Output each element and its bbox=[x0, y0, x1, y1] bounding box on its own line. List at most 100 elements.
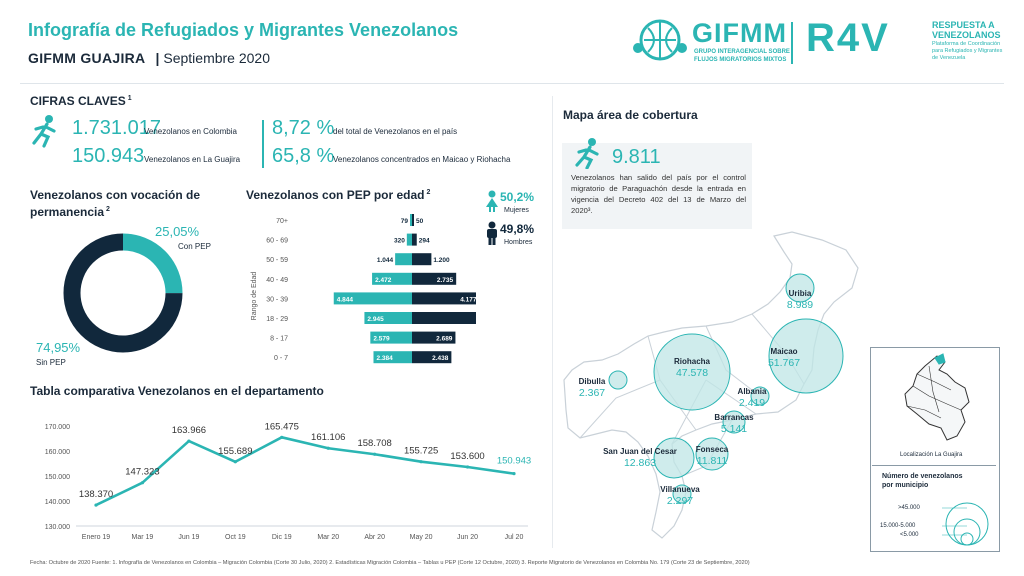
r4v-sub3: Plataforma de Coordinación bbox=[932, 41, 1001, 47]
map-municipality-value: 8.989 bbox=[787, 299, 813, 311]
line-data-label: 138.370 bbox=[79, 489, 113, 500]
map-municipality-value: 2.297 bbox=[667, 495, 693, 507]
colombia-value: 1.731.017 bbox=[72, 117, 161, 139]
pyramid-age-label: 70+ bbox=[276, 218, 288, 225]
line-xtick-label: Enero 19 bbox=[82, 534, 111, 541]
key-figures-divider bbox=[262, 120, 264, 168]
sinpep-label: Sin PEP bbox=[36, 358, 66, 367]
legend-circles bbox=[942, 502, 989, 546]
line-xtick-label: Jun 19 bbox=[178, 534, 199, 541]
map-municipality-value: 51.767 bbox=[768, 357, 800, 369]
pyramid-chart: Rango de Edad 70+ 79 50 60 - 69 320 294 50 - 5… bbox=[251, 214, 476, 364]
women-pct: 50,2% bbox=[500, 190, 535, 204]
colombia-map-icon bbox=[904, 353, 970, 441]
pyramid-bar-men bbox=[412, 351, 452, 364]
pyramid-bar-men bbox=[412, 214, 414, 226]
map-municipality-name: Fonseca bbox=[696, 445, 729, 454]
pyramid-value-men: 294 bbox=[419, 238, 430, 245]
line-point bbox=[187, 439, 191, 443]
pct-cities-value: 65,8 % bbox=[272, 145, 335, 167]
gifmm-logo-sub2: FLUJOS MIGRATORIOS MIXTOS bbox=[694, 57, 787, 63]
line-xtick-label: Mar 20 bbox=[317, 534, 339, 541]
map-municipality-name: San Juan del Cesar bbox=[603, 447, 677, 456]
line-data-label: 155.689 bbox=[218, 446, 252, 457]
pyramid-age-label: 30 - 39 bbox=[266, 296, 288, 303]
line-data-label: 153.600 bbox=[450, 451, 484, 462]
page-title: Infografía de Refugiados y Migrantes Ven… bbox=[28, 20, 459, 40]
r4v-sub4: para Refugiados y Migrantes bbox=[932, 48, 1003, 54]
guajira-label: Venezolanos en La Guajira bbox=[144, 155, 241, 164]
running-person-icon bbox=[32, 115, 56, 148]
gifmm-logo-sub1: GRUPO INTERAGENCIAL SOBRE bbox=[694, 49, 790, 55]
line-xtick-label: May 20 bbox=[410, 534, 433, 541]
line-chart: 130.000 140.000 150.000 160.000 170.000 Enero… bbox=[45, 421, 531, 541]
pct-country-value: 8,72 % bbox=[272, 117, 335, 139]
pyramid-age-label: 18 - 29 bbox=[266, 316, 288, 323]
line-point bbox=[465, 465, 470, 469]
map-bubble bbox=[750, 386, 770, 406]
pyramid-bar-men bbox=[412, 272, 457, 285]
donut-title-line1: Venezolanos con vocación de bbox=[30, 188, 201, 202]
pct-cities-label: Venezolanos concentrados en Maicao y Rio… bbox=[333, 155, 511, 164]
map-bubble bbox=[653, 437, 695, 479]
pyramid-bar-men bbox=[412, 331, 456, 344]
exit-info-box bbox=[562, 143, 752, 229]
r4v-logo: R4V bbox=[806, 16, 890, 60]
map-municipality-name: Barrancas bbox=[714, 413, 754, 422]
pyramid-age-label: 50 - 59 bbox=[266, 257, 288, 264]
line-xtick-label: Jul 20 bbox=[505, 534, 524, 541]
pyramid-bar-women bbox=[373, 351, 412, 364]
line-data-label: 163.966 bbox=[172, 425, 206, 436]
map-municipality-name: Riohacha bbox=[674, 357, 711, 366]
line-xtick-label: Mar 19 bbox=[132, 534, 154, 541]
pyramid-value-women: 320 bbox=[394, 238, 405, 245]
legend-small: <5.000 bbox=[900, 532, 919, 538]
pyramid-bar-women bbox=[364, 312, 412, 324]
line-point bbox=[94, 503, 98, 507]
pyramid-bar-women bbox=[333, 292, 412, 305]
men-label: Hombres bbox=[504, 239, 533, 246]
pyramid-title: Venezolanos con PEP por edad 2 bbox=[246, 188, 431, 202]
line-point bbox=[419, 460, 423, 464]
map-bubble bbox=[608, 370, 628, 390]
legend-title-2: por municipio bbox=[882, 482, 929, 489]
woman-icon bbox=[486, 190, 498, 212]
pyramid-value-women: 2.472 bbox=[375, 277, 392, 284]
pyramid-bar-men bbox=[412, 253, 432, 266]
legend-title-1: Número de venezolanos bbox=[882, 473, 963, 480]
pyramid-bar-men bbox=[412, 312, 476, 324]
pyramid-value-women: 2.579 bbox=[373, 336, 390, 343]
line-xtick-label: Oct 19 bbox=[225, 534, 246, 541]
running-person-icon bbox=[575, 138, 599, 169]
pyramid-bar-women bbox=[406, 233, 412, 246]
pyramid-value-men: 1.200 bbox=[433, 257, 450, 264]
map-municipality-value: 12.863 bbox=[624, 457, 656, 469]
inset-label: Localización La Guajira bbox=[900, 452, 963, 458]
map-bubble bbox=[672, 484, 692, 504]
legend-mid: 15.000-5.000 bbox=[880, 523, 916, 529]
line-point bbox=[233, 460, 237, 464]
map-municipality-value: 5.141 bbox=[721, 423, 747, 435]
line-ytick-label: 160.000 bbox=[45, 449, 70, 456]
map-title: Mapa área de cobertura bbox=[563, 108, 698, 122]
sinpep-pct: 74,95% bbox=[36, 340, 81, 355]
line-series bbox=[95, 436, 515, 507]
line-chart-title: Tabla comparativa Venezolanos en el depa… bbox=[30, 384, 324, 398]
pyramid-value-men: 50 bbox=[416, 218, 424, 225]
pyramid-value-women: 79 bbox=[401, 218, 409, 225]
line-ytick-label: 140.000 bbox=[45, 499, 70, 506]
map-municipality-name: Albania bbox=[738, 387, 767, 396]
pyramid-bar-women bbox=[370, 331, 412, 344]
line-data-label: 165.475 bbox=[265, 421, 299, 432]
legend-large: >45.000 bbox=[898, 505, 920, 511]
pyramid-value-women: 1.044 bbox=[377, 257, 394, 264]
pyramid-axis-label: Rango de Edad bbox=[251, 272, 258, 321]
gifmm-logo: GIFMM bbox=[692, 18, 787, 48]
pep-label: Con PEP bbox=[178, 242, 211, 251]
line-data-label: 155.725 bbox=[404, 446, 438, 457]
pyramid-value-women: 2.384 bbox=[376, 355, 393, 362]
line-xtick-label: Dic 19 bbox=[272, 534, 292, 541]
inset-divider bbox=[872, 465, 996, 466]
exit-value: 9.811 bbox=[612, 146, 661, 168]
line-data-label: 150.943 bbox=[497, 456, 531, 467]
